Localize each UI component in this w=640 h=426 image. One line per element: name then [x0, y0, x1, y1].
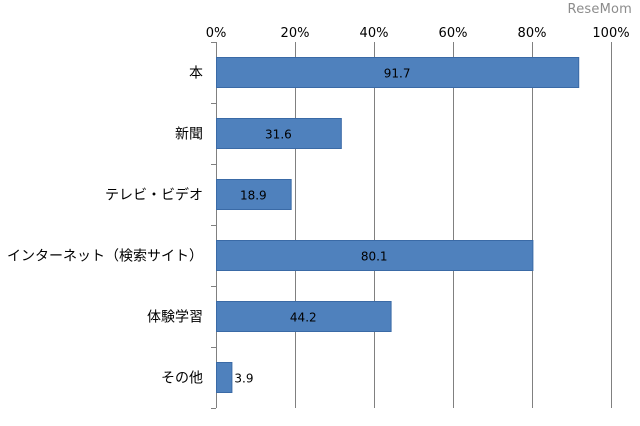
x-tick-label-5: 100% [592, 26, 629, 41]
x-tick-label-1: 20% [281, 26, 310, 41]
bar-5 [216, 362, 233, 393]
data-label-2: 18.9 [240, 189, 267, 203]
bar-2 [216, 179, 292, 210]
data-label-1: 31.6 [265, 128, 292, 142]
bar-3 [216, 240, 534, 271]
data-label-4: 44.2 [290, 311, 317, 325]
x-tick-label-2: 40% [360, 26, 389, 41]
bar-1 [216, 118, 342, 149]
x-tick-label-3: 60% [439, 26, 468, 41]
category-label-3: インターネット（検索サイト） [7, 248, 203, 265]
data-label-3: 80.1 [361, 250, 388, 264]
category-label-0: 本 [189, 66, 203, 82]
category-label-2: テレビ・ビデオ [105, 187, 203, 204]
data-label-5: 3.9 [234, 372, 253, 386]
category-label-1: 新聞 [175, 127, 203, 143]
category-label-5: その他 [161, 371, 203, 387]
x-tick-label-4: 80% [518, 26, 547, 41]
bar-4 [216, 301, 392, 332]
watermark-logo: ReseMom [567, 2, 632, 17]
x-tick-label-0: 0% [206, 26, 227, 41]
bar-0 [216, 57, 580, 88]
data-label-0: 91.7 [384, 67, 411, 81]
category-label-4: 体験学習 [147, 310, 203, 326]
